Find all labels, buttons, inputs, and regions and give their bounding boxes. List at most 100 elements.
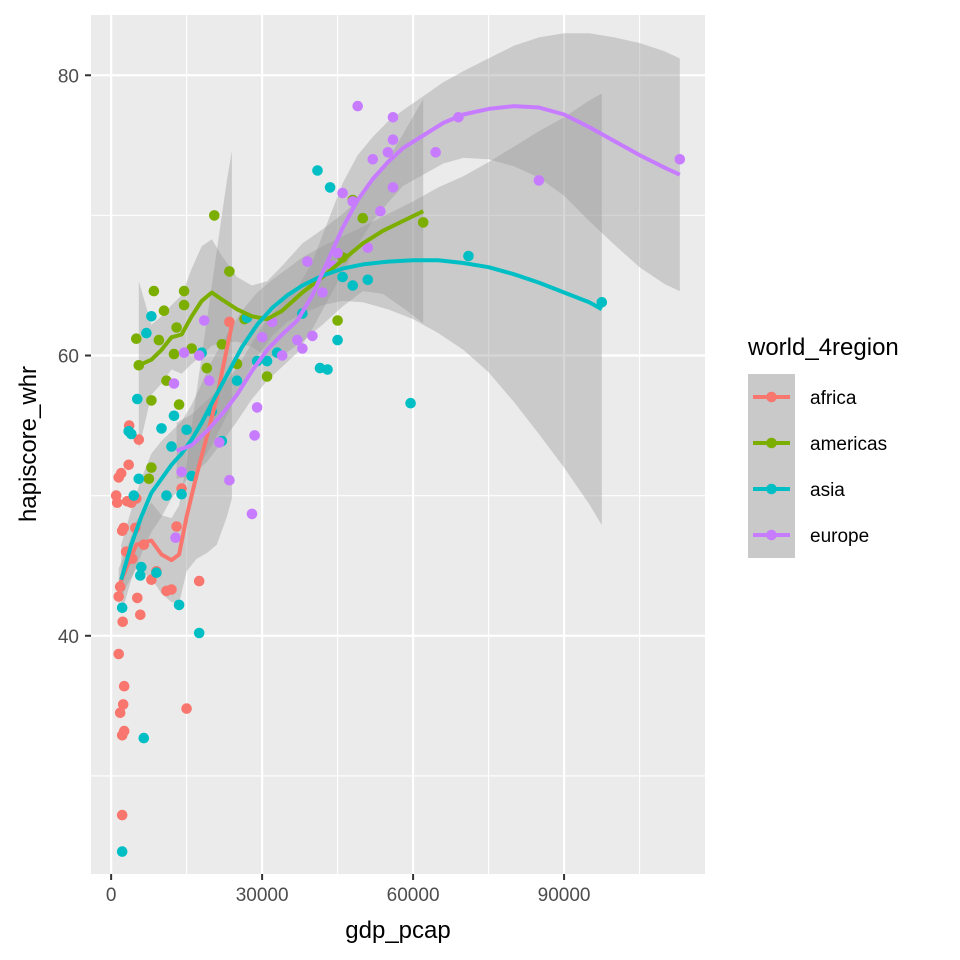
point-americas bbox=[178, 285, 190, 297]
point-asia bbox=[146, 311, 157, 322]
point-europe bbox=[168, 378, 180, 389]
point-asia bbox=[596, 297, 608, 308]
point-asia bbox=[362, 274, 374, 286]
point-asia bbox=[193, 627, 205, 639]
point-asia bbox=[168, 410, 180, 422]
point-asia bbox=[261, 355, 273, 367]
legend-dot-americas bbox=[766, 437, 777, 449]
point-asia bbox=[176, 488, 187, 500]
point-americas bbox=[148, 285, 160, 297]
point-americas bbox=[171, 322, 182, 333]
point-americas bbox=[168, 348, 180, 360]
point-africa bbox=[181, 703, 192, 714]
point-africa bbox=[224, 316, 235, 328]
point-europe bbox=[317, 287, 328, 298]
confidence-band-americas bbox=[138, 99, 424, 450]
point-asia bbox=[132, 393, 143, 405]
point-europe bbox=[375, 205, 386, 217]
legend-dot-africa bbox=[766, 391, 777, 403]
point-europe bbox=[337, 187, 348, 199]
point-africa bbox=[116, 730, 128, 741]
point-africa bbox=[193, 575, 205, 587]
trend-line-asia bbox=[119, 258, 603, 581]
point-americas bbox=[332, 315, 343, 326]
point-europe bbox=[430, 147, 442, 158]
point-europe bbox=[367, 154, 379, 165]
legend-label-americas: americas bbox=[810, 434, 887, 455]
point-americas bbox=[178, 299, 190, 311]
x-tick-label: 30000 bbox=[236, 885, 289, 906]
grid-lines bbox=[91, 15, 705, 874]
point-europe bbox=[276, 350, 288, 361]
point-asia bbox=[332, 334, 343, 346]
point-africa bbox=[118, 680, 130, 692]
point-americas bbox=[209, 210, 220, 221]
point-europe bbox=[214, 437, 225, 448]
point-africa bbox=[116, 809, 128, 821]
point-europe bbox=[292, 334, 303, 346]
point-europe bbox=[387, 134, 399, 145]
point-asia bbox=[312, 165, 323, 176]
point-europe bbox=[249, 430, 260, 441]
legend: world_4region africa americas asia europe bbox=[747, 334, 899, 558]
point-americas bbox=[216, 339, 228, 350]
point-asia bbox=[151, 567, 162, 578]
point-asia bbox=[141, 327, 152, 339]
x-tick-label: 60000 bbox=[387, 885, 440, 906]
point-asia bbox=[231, 375, 243, 387]
data-points bbox=[110, 100, 686, 857]
axes: 0 30000 60000 90000 40 60 80 bbox=[58, 66, 591, 906]
point-asia bbox=[463, 250, 474, 262]
point-asia bbox=[181, 424, 192, 436]
point-asia bbox=[116, 602, 128, 614]
point-africa bbox=[113, 591, 124, 602]
point-asia bbox=[156, 423, 167, 434]
point-africa bbox=[111, 497, 123, 509]
point-asia bbox=[347, 280, 359, 291]
point-asia bbox=[337, 271, 348, 283]
point-africa bbox=[132, 592, 143, 604]
point-americas bbox=[417, 217, 429, 228]
point-europe bbox=[251, 402, 263, 413]
point-asia bbox=[135, 570, 146, 581]
point-europe bbox=[382, 147, 394, 158]
point-europe bbox=[302, 256, 313, 267]
point-europe bbox=[674, 154, 686, 165]
confidence-band-europe bbox=[176, 33, 680, 479]
confidence-band-asia bbox=[121, 93, 602, 615]
point-europe bbox=[204, 375, 215, 387]
legend-title: world_4region bbox=[747, 334, 899, 361]
point-africa bbox=[135, 609, 146, 621]
point-europe bbox=[193, 350, 205, 361]
point-americas bbox=[173, 399, 185, 410]
point-europe bbox=[246, 508, 258, 520]
point-asia bbox=[173, 599, 185, 611]
x-axis-title: gdp_pcap bbox=[345, 917, 450, 944]
point-europe bbox=[533, 175, 545, 186]
point-europe bbox=[170, 532, 181, 543]
point-europe bbox=[352, 100, 364, 112]
point-americas bbox=[224, 266, 235, 277]
point-africa bbox=[117, 699, 129, 710]
point-asia bbox=[324, 182, 336, 193]
x-tick-label: 90000 bbox=[538, 885, 591, 906]
trend-line-americas bbox=[137, 209, 425, 368]
point-europe bbox=[362, 242, 374, 253]
legend-label-europe: europe bbox=[810, 526, 869, 547]
point-africa bbox=[113, 648, 124, 660]
point-asia bbox=[322, 364, 333, 375]
point-asia bbox=[405, 397, 416, 409]
point-europe bbox=[387, 182, 399, 193]
point-europe bbox=[332, 247, 343, 259]
point-africa bbox=[114, 707, 126, 719]
legend-label-africa: africa bbox=[810, 388, 857, 409]
point-europe bbox=[307, 330, 318, 342]
point-americas bbox=[357, 212, 369, 224]
point-africa bbox=[115, 467, 127, 479]
trend-lines bbox=[116, 104, 681, 588]
point-asia bbox=[128, 490, 140, 501]
point-asia bbox=[116, 846, 128, 857]
trend-line-europe bbox=[175, 104, 681, 453]
point-africa bbox=[166, 584, 177, 595]
